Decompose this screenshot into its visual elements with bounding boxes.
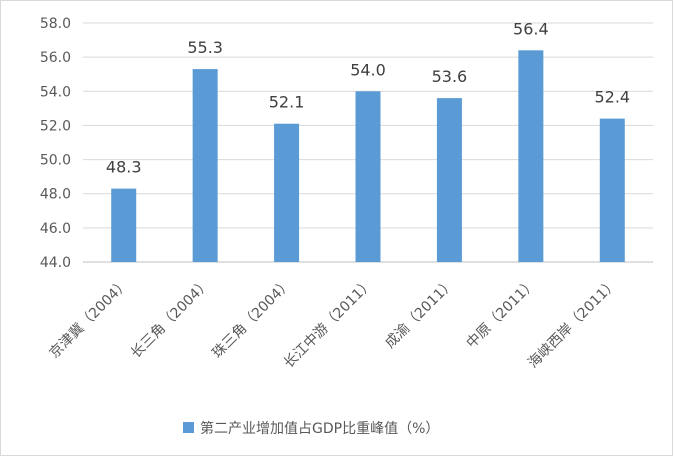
bar (355, 91, 381, 263)
legend-label: 第二产业增加值占GDP比重峰值（%） (200, 420, 439, 437)
y-tick-label: 58.0 (40, 16, 71, 32)
bar (518, 50, 544, 262)
data-label: 54.0 (350, 60, 386, 79)
x-tick-label: 长江中游（2011） (281, 276, 377, 372)
data-label: 48.3 (106, 158, 142, 177)
y-tick-label: 48.0 (40, 187, 71, 203)
y-tick-label: 44.0 (40, 255, 71, 271)
y-axis: 44.0 46.0 48.0 50.0 52.0 54.0 56.0 58.0 (40, 16, 71, 271)
x-tick-label: 珠三角（2004） (209, 276, 295, 362)
y-tick-label: 52.0 (40, 118, 71, 134)
bars (111, 50, 625, 263)
data-label: 55.3 (187, 38, 223, 57)
x-tick-label: 海峡西岸（2011） (525, 276, 621, 372)
y-tick-label: 56.0 (40, 50, 71, 66)
data-label: 52.1 (269, 93, 305, 112)
bar (111, 188, 137, 262)
bar (192, 69, 218, 262)
bar (599, 118, 625, 262)
data-label: 53.6 (432, 67, 468, 86)
x-tick-label: 成渝（2011） (382, 276, 458, 352)
x-axis: 京津冀（2004）长三角（2004）珠三角（2004）长江中游（2011） 成渝（… (47, 276, 622, 372)
x-tick-label: 长三角（2004） (128, 276, 214, 362)
x-tick-label: 中原（2011） (464, 276, 540, 352)
legend-swatch (183, 422, 194, 433)
y-tick-label: 54.0 (40, 84, 71, 100)
x-tick-label: 京津冀（2004） (47, 276, 133, 362)
bar (436, 98, 462, 262)
legend: 第二产业增加值占GDP比重峰值（%） (183, 420, 439, 437)
y-tick-label: 50.0 (40, 153, 71, 169)
data-labels: 48.3 55.3 52.1 54.0 53.6 56.4 52.4 (106, 19, 630, 176)
data-label: 52.4 (594, 88, 630, 107)
y-tick-label: 46.0 (40, 221, 71, 237)
data-label: 56.4 (513, 19, 549, 38)
bar (274, 123, 300, 262)
